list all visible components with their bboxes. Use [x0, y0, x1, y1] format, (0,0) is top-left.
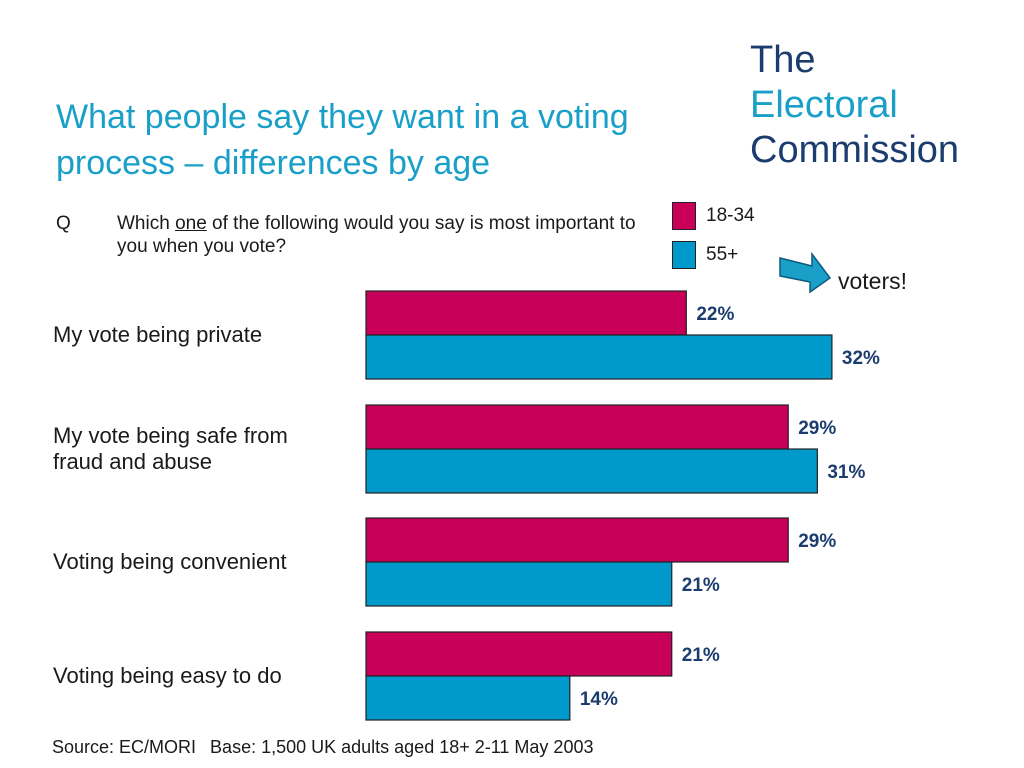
bar-55+: [365, 561, 673, 607]
category-label: My vote being private: [53, 322, 262, 347]
data-label: 21%: [682, 575, 720, 596]
category-label: Voting being easy to do: [53, 663, 282, 688]
question-text-start: Which: [117, 213, 176, 234]
logo-line-1: The: [750, 39, 816, 81]
question-text: Which one of the following would you say…: [117, 212, 657, 258]
source-note: Source: EC/MORI Base: 1,500 UK adults age…: [52, 737, 593, 758]
data-label: 29%: [798, 418, 836, 439]
title-line-1: What people say they want in a voting: [56, 98, 629, 136]
logo-line-3: Commission: [750, 129, 960, 171]
question-text-emphasis: one: [175, 213, 207, 234]
bar-55+: [365, 448, 818, 494]
bar-group: Voting being easy to do 21% 14%: [53, 631, 720, 721]
source-label: Source: EC/MORI: [52, 737, 197, 757]
data-label: 21%: [682, 645, 720, 666]
question-text-end: of the following would you say is most i…: [117, 213, 636, 257]
logo-line-2: Electoral: [750, 84, 898, 126]
legend-label-55-plus: 55+: [706, 244, 739, 265]
bar-group: My vote being private 22% 32%: [53, 290, 880, 380]
bar-18-34: [365, 517, 789, 563]
bar-18-34: [365, 404, 789, 450]
bar-18-34: [365, 290, 687, 336]
category-label: Voting being convenient: [53, 549, 287, 574]
legend-label-18-34: 18-34: [706, 205, 755, 226]
data-label: 31%: [827, 462, 865, 483]
data-label: 22%: [696, 304, 734, 325]
bar-55+: [365, 675, 571, 721]
bar-18-34: [365, 631, 673, 677]
electoral-commission-logo: The Electoral Commission: [750, 38, 959, 173]
source-base: Base: 1,500 UK adults aged 18+ 2-11 May …: [210, 737, 594, 757]
data-label: 29%: [798, 531, 836, 552]
legend-item-55-plus: 55+: [672, 241, 738, 269]
bar-group: Voting being convenient 29% 21%: [53, 517, 836, 607]
arrow-icon: [779, 251, 832, 294]
bar-55+: [365, 334, 833, 380]
question-marker: Q: [56, 213, 71, 234]
legend-swatch-18-34: [672, 202, 696, 230]
bar-group: My vote being safe from fraud and abuse 29…: [53, 404, 865, 494]
legend-item-18-34: 18-34: [672, 202, 755, 230]
title-line-2: process – differences by age: [56, 144, 491, 182]
chart-title: What people say they want in a voting pr…: [56, 94, 756, 186]
category-label: My vote being safe from fraud and abuse: [53, 423, 288, 474]
legend-swatch-55-plus: [672, 241, 696, 269]
data-label: 14%: [580, 689, 618, 710]
data-label: 32%: [842, 348, 880, 369]
voters-callout: voters!: [838, 268, 908, 294]
